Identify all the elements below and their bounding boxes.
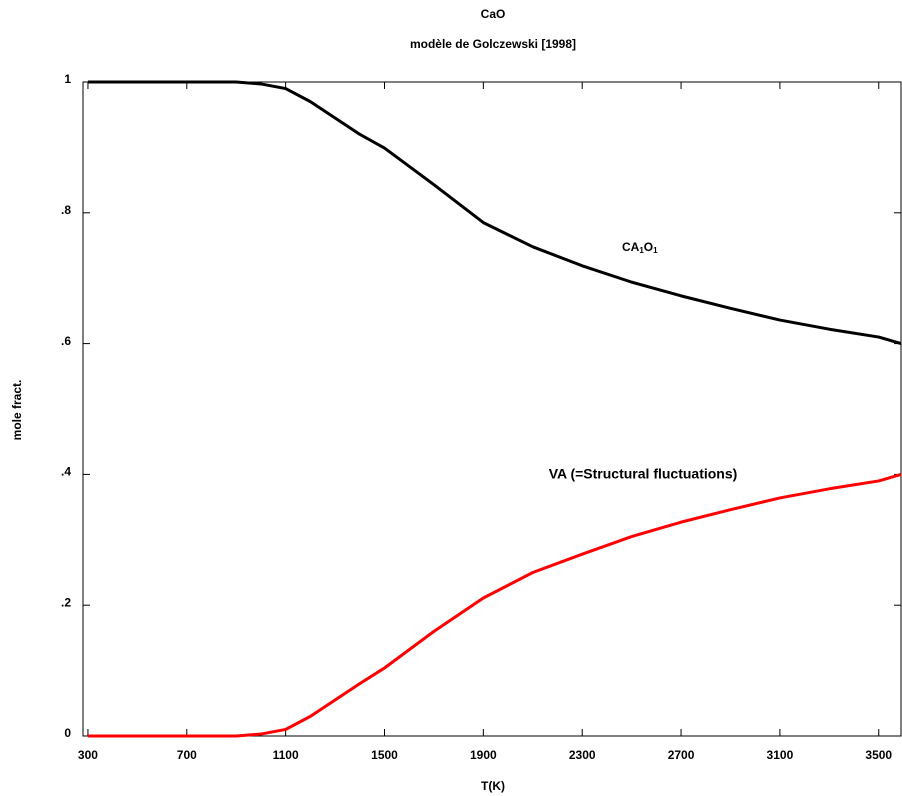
series-line xyxy=(87,80,902,346)
y-tick-label: .4 xyxy=(61,465,71,479)
x-tick-label: 3100 xyxy=(767,748,794,762)
x-tick-label: 1900 xyxy=(470,748,497,762)
x-tick-label: 1100 xyxy=(273,748,299,762)
x-tick-label: 2300 xyxy=(569,748,596,762)
series-label: VA (=Structural fluctuations) xyxy=(549,466,738,482)
label-part: O xyxy=(644,240,653,254)
label-subscript: 1 xyxy=(653,246,658,255)
x-tick-label: 300 xyxy=(78,748,98,762)
y-axis-label: mole fract. xyxy=(10,380,24,441)
series-line xyxy=(87,472,902,738)
chart-subtitle: modèle de Golczewski [1998] xyxy=(410,37,576,51)
label-part: CA xyxy=(622,240,640,254)
y-tick-label: .6 xyxy=(61,334,71,348)
y-tick-label: .2 xyxy=(61,595,71,609)
plot-frame xyxy=(82,81,902,737)
y-tick-label: 0 xyxy=(64,726,71,740)
x-axis-label: T(K) xyxy=(481,779,505,793)
x-tick-label: 1500 xyxy=(371,748,398,762)
y-tick-label: .8 xyxy=(61,203,71,217)
x-tick-label: 700 xyxy=(177,748,197,762)
x-tick-label: 2700 xyxy=(668,748,695,762)
chart-title: CaO xyxy=(481,7,506,21)
x-tick-label: 3500 xyxy=(865,748,892,762)
curve-label: CA1O1 xyxy=(622,240,658,255)
label-subscript: 1 xyxy=(639,246,644,255)
y-tick-label: 1 xyxy=(64,72,71,86)
